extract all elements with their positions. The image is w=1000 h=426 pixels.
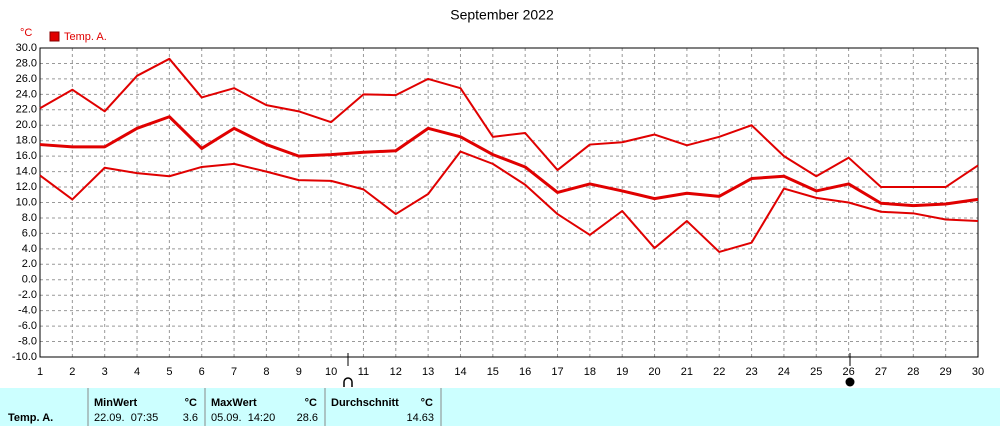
x-tick-label: 25 [810,366,822,378]
y-tick-label: 8.0 [22,212,37,224]
x-tick-label: 21 [681,366,693,378]
y-tick-label: 24.0 [16,88,37,100]
legend-label: Temp. A. [64,31,107,43]
y-tick-label: -2.0 [18,289,37,301]
x-tick-label: 15 [487,366,499,378]
x-tick-label: 5 [166,366,172,378]
x-tick-label: 6 [199,366,205,378]
x-tick-label: 7 [231,366,237,378]
moon-icon [343,377,353,387]
x-tick-label: 14 [454,366,466,378]
x-tick-label: 1 [37,366,43,378]
stats-time: 22.09. 07:35 [94,412,158,424]
stats-row-label: Temp. A. [8,412,53,424]
moon-icon [845,377,855,387]
line-values [39,115,979,208]
y-tick-label: -8.0 [18,335,37,347]
y-tick-label: 2.0 [22,258,37,270]
x-tick-label: 12 [390,366,402,378]
y-tick-label: 12.0 [16,181,37,193]
y-tick-label: 6.0 [22,227,37,239]
x-tick-label: 23 [745,366,757,378]
x-tick-label: 4 [134,366,140,378]
x-tick-label: 29 [940,366,952,378]
x-tick-label: 27 [875,366,887,378]
legend-swatch [49,31,60,42]
line-min [39,150,979,253]
x-tick-label: 10 [325,366,337,378]
y-tick-label: -4.0 [18,305,37,317]
x-tick-label: 30 [972,366,984,378]
x-tick-label: 28 [907,366,919,378]
x-tick-label: 22 [713,366,725,378]
stats-value: 28.6 [297,412,318,424]
x-tick-label: 13 [422,366,434,378]
stats-unit: °C [185,397,197,409]
stats-background [0,388,1000,426]
stats-unit: °C [305,397,317,409]
y-tick-label: 26.0 [16,73,37,85]
x-tick-label: 26 [842,366,854,378]
y-tick-label: 28.0 [16,57,37,69]
x-tick-label: 11 [358,366,369,378]
x-tick-label: 9 [296,366,302,378]
y-tick-label: -10.0 [12,351,37,363]
y-tick-label: 20.0 [16,119,37,131]
x-tick-label: 17 [551,366,563,378]
y-tick-label: -6.0 [18,320,37,332]
x-tick-label: 19 [616,366,628,378]
plot-border [39,47,979,358]
x-tick-label: 8 [263,366,269,378]
y-tick-label: 18.0 [16,135,37,147]
y-tick-label: 22.0 [16,104,37,116]
stats-value: 14.63 [406,412,434,424]
stats-header: MaxWert [211,397,257,409]
y-tick-label: 30.0 [16,42,37,54]
x-tick-label: 2 [69,366,75,378]
x-tick-label: 3 [102,366,108,378]
x-tick-label: 18 [584,366,596,378]
y-tick-label: 10.0 [16,196,37,208]
y-tick-label: 0.0 [22,274,37,286]
stats-time: 05.09. 14:20 [211,412,275,424]
stats-unit: °C [421,397,433,409]
y-tick-label: 16.0 [16,150,37,162]
chart-title: September 2022 [450,7,554,23]
y-unit: °C [20,27,32,39]
x-tick-label: 16 [519,366,531,378]
x-tick-label: 24 [778,366,790,378]
stats-value: 3.6 [183,412,198,424]
moon-icons [343,353,855,387]
stats-header: MinWert [94,397,138,409]
stats-header: Durchschnitt [331,397,399,409]
line-max [39,57,979,189]
x-tick-label: 20 [648,366,660,378]
y-tick-label: 14.0 [16,166,37,178]
y-tick-label: 4.0 [22,243,37,255]
